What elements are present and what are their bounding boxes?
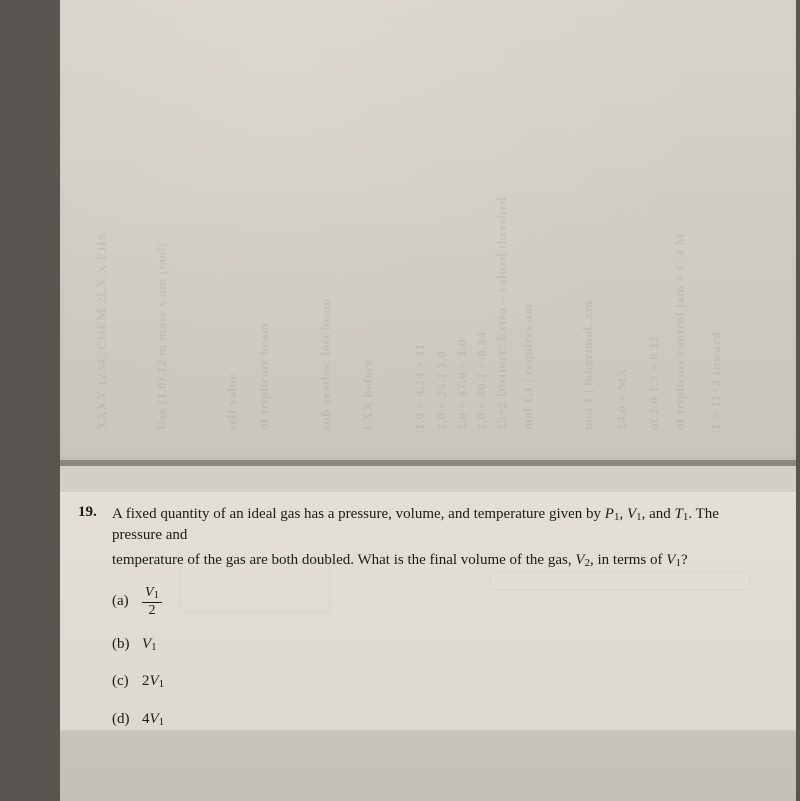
bleed-line: 1.0 = 60.1 = 0.34 (474, 332, 490, 430)
choice-label: (a) (112, 591, 142, 612)
bleed-line: 14.0 × MX (614, 367, 630, 430)
bleed-line: LXX before (360, 359, 376, 430)
bleed-line: sub yeatles: lost beam (318, 298, 334, 430)
var-p: P (605, 506, 614, 522)
choice-label: (b) (112, 634, 142, 655)
bleed-line: mol 1 | lubgrimol. xm (580, 301, 596, 430)
choice-value: V12 (142, 586, 162, 618)
bleed-line: of triplicate control jam × C 4 M (672, 233, 688, 430)
var-t: T (675, 506, 683, 522)
page-shadow-strip (60, 731, 796, 801)
question-number: 19. (78, 504, 112, 746)
answer-choice: (d)4V1 (112, 709, 766, 730)
q-text-frag: ? (681, 552, 688, 568)
choice-value: V1 (142, 634, 157, 655)
question-text: A fixed quantity of an ideal gas has a p… (112, 504, 766, 746)
choice-value: 2V1 (142, 671, 164, 692)
q-text-frag: A fixed quantity of an ideal gas has a p… (112, 506, 605, 522)
choice-value: 4V1 (142, 709, 164, 730)
var-v: V (627, 506, 636, 522)
var-v: V (575, 552, 584, 568)
answer-choice: (b)V1 (112, 634, 766, 655)
bleed-line: of 1.0 1.3 × 8 11 (646, 336, 662, 430)
choice-label: (c) (112, 671, 142, 692)
sep: , and (642, 506, 675, 522)
bleed-line: 1.0 = 25.1 1.0 (434, 351, 450, 430)
upper-page: XXXX 1234: CHEM 2LX X EHS Use (1.0) 12 m … (60, 0, 796, 460)
choice-label: (d) (112, 709, 142, 730)
question-block: 19. A fixed quantity of an ideal gas has… (60, 491, 796, 731)
bleed-line: self value (224, 373, 240, 430)
bleed-line: XXXX 1234: CHEM 2LX X EHS (94, 233, 110, 430)
answer-choice: (c)2V1 (112, 671, 766, 692)
bleed-line: 1 = 11+2 Inward (708, 331, 724, 430)
bleed-line: of triplicate beam (256, 323, 272, 430)
bleed-line: mol 1.1 | requires am (520, 303, 536, 430)
lower-page: 19. A fixed quantity of an ideal gas has… (60, 466, 796, 800)
sep: , (619, 506, 627, 522)
bleed-line: 15+2 Distinct: Extra – valued threshed (494, 197, 510, 430)
bleed-artifact (490, 572, 750, 590)
bleed-line: 1.0 = 4.14 × 11 (412, 343, 428, 430)
q-text-frag: , in terms of (590, 552, 666, 568)
bleed-line: 1.0 = 47.0 = 1.0 (454, 339, 470, 430)
bleed-artifact (180, 562, 330, 612)
bleed-line: Use (1.0) 12 m mass x am (mol) (154, 242, 170, 430)
